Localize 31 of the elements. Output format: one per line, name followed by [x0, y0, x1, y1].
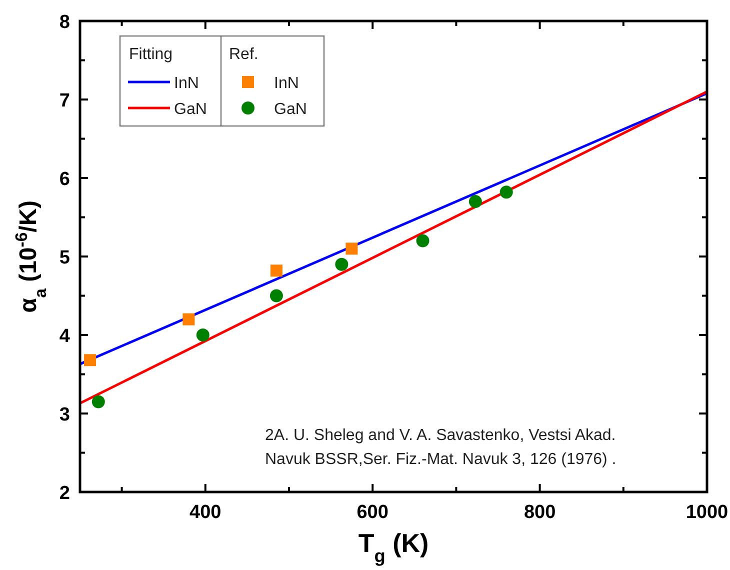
y-tick-label: 6 [59, 169, 70, 190]
legend-label: InN [174, 75, 199, 92]
y-tick-label: 5 [59, 248, 70, 268]
point [335, 258, 348, 271]
y-tick-label: 2 [59, 483, 70, 504]
annotation: 2A. U. Sheleg and V. A. Savastenko, Vestsi Akad. [265, 427, 616, 444]
x-axis-title: T$_{g}$ (K) [358, 528, 429, 566]
x-tick-label: 800 [524, 502, 556, 523]
legend-label: GaN [274, 101, 307, 118]
point [346, 242, 358, 255]
y-tick-label: 3 [59, 404, 70, 426]
x-tick-label: 1000 [686, 502, 728, 523]
legend-label: GaN [174, 101, 207, 118]
y-tick-label: 8 [59, 12, 70, 33]
annotation: Fitting [129, 46, 173, 63]
point [84, 354, 96, 366]
point [196, 328, 210, 342]
point [500, 186, 513, 199]
y-tick-label: 7 [59, 90, 70, 112]
point [270, 264, 282, 277]
point [92, 395, 105, 408]
point [182, 313, 195, 326]
x-tick-label: 400 [190, 502, 222, 523]
x-tick-label: 600 [356, 502, 388, 523]
annotation: Navuk BSSR,Ser. Fiz.-Mat. Navuk 3, 126 (1976) . [265, 451, 616, 468]
legend-label: InN [274, 75, 299, 92]
point [416, 234, 430, 248]
annotation: Ref. [229, 46, 258, 63]
point [468, 195, 482, 208]
point [270, 289, 283, 302]
y-tick-label: 4 [59, 326, 70, 347]
